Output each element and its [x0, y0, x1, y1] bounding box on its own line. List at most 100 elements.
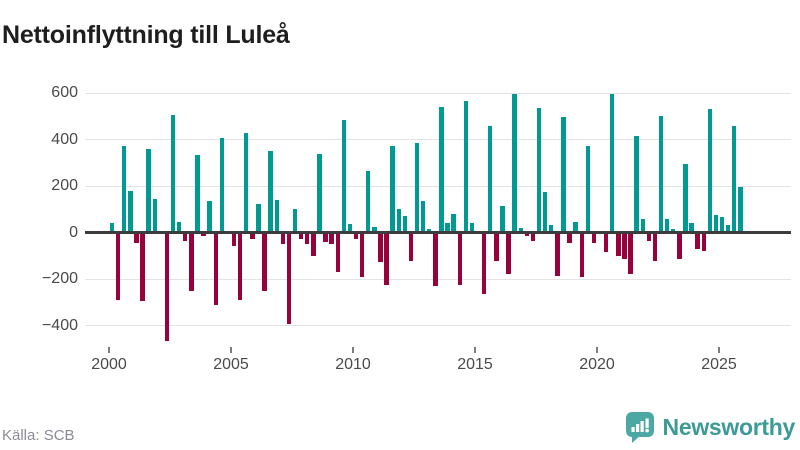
y-axis-label: 0: [69, 223, 78, 241]
data-bar: [244, 132, 249, 233]
data-bar: [366, 170, 371, 233]
data-bar: [311, 232, 316, 256]
data-bar: [695, 232, 700, 249]
y-axis-label: 600: [51, 84, 78, 101]
data-bar: [445, 223, 450, 233]
data-bar: [378, 232, 383, 262]
x-axis-tick: [596, 347, 598, 353]
gridline: [85, 278, 791, 280]
data-bar: [390, 146, 395, 233]
data-bar: [451, 213, 456, 233]
data-bar: [610, 94, 615, 233]
data-bar: [542, 192, 548, 233]
data-bar: [689, 223, 694, 233]
data-bar: [298, 232, 304, 239]
data-bar: [140, 232, 145, 302]
data-bar: [109, 223, 115, 233]
data-bar: [420, 200, 426, 233]
y-axis-label: −200: [41, 270, 78, 287]
gridline: [85, 92, 791, 94]
data-bar: [384, 232, 389, 285]
data-bar: [469, 222, 475, 233]
data-bar: [353, 232, 359, 239]
data-bar: [646, 232, 652, 241]
data-bar: [671, 228, 676, 233]
x-axis-tick: [718, 347, 720, 353]
data-bar: [189, 232, 194, 291]
x-axis-label: 2020: [579, 356, 615, 373]
data-bar: [195, 154, 200, 233]
data-bar: [640, 219, 645, 233]
source-note: Källa: SCB: [2, 427, 75, 444]
x-axis-label: 2005: [213, 356, 249, 373]
gridline: [85, 185, 791, 187]
x-axis-tick: [108, 347, 110, 353]
data-bar: [732, 126, 737, 233]
data-bar: [237, 232, 243, 300]
data-bar: [256, 203, 261, 233]
data-bar: [628, 232, 633, 274]
data-bar: [427, 229, 432, 233]
data-bar: [286, 232, 292, 325]
x-axis-tick: [474, 347, 476, 353]
data-bar: [152, 199, 157, 233]
data-bar: [725, 224, 731, 233]
data-bar: [481, 232, 487, 295]
data-bar: [115, 232, 121, 300]
brand-name: Newsworthy: [662, 414, 796, 440]
page-title: Nettoinflyttning till Luleå: [2, 20, 290, 49]
zero-axis-line: [85, 231, 791, 234]
data-bar: [457, 232, 462, 285]
data-bar: [463, 101, 469, 233]
data-bar: [164, 232, 170, 341]
data-bar: [219, 138, 225, 233]
data-bar: [207, 201, 212, 233]
data-bar: [549, 224, 554, 233]
data-bar: [329, 232, 334, 245]
data-bar: [591, 232, 597, 243]
y-axis-label: −400: [41, 316, 78, 334]
data-bar: [707, 109, 713, 233]
data-bar: [213, 232, 218, 305]
data-bar: [536, 107, 542, 233]
data-bar: [305, 232, 310, 245]
data-bar: [268, 151, 273, 233]
data-bar: [664, 219, 670, 233]
data-bar: [738, 186, 743, 233]
data-bar: [408, 232, 414, 261]
newsworthy-logo-icon: [625, 412, 654, 443]
data-bar: [634, 136, 639, 233]
data-bar: [701, 232, 706, 251]
data-bar: [524, 232, 530, 237]
data-bar: [494, 232, 499, 261]
data-bar: [341, 119, 347, 233]
data-bar: [677, 232, 682, 260]
data-bar: [518, 228, 523, 233]
data-bar: [201, 232, 206, 236]
x-axis-tick: [230, 347, 232, 353]
data-bar: [292, 209, 298, 233]
data-bar: [317, 154, 322, 233]
data-bar: [622, 232, 627, 260]
data-bar: [359, 232, 365, 278]
data-bar: [134, 232, 139, 243]
brand-logo: Newsworthy: [625, 411, 795, 444]
data-bar: [347, 224, 353, 233]
data-bar: [274, 199, 279, 233]
data-bar: [262, 232, 267, 292]
data-bar: [603, 232, 609, 252]
data-bar: [500, 205, 505, 233]
data-bar: [335, 232, 340, 273]
y-axis-label: 200: [51, 177, 78, 194]
data-bar: [396, 209, 401, 233]
data-bar: [439, 106, 444, 233]
data-bar: [372, 227, 377, 233]
y-axis-label: 400: [51, 130, 78, 148]
data-bar: [683, 164, 688, 233]
data-bar: [555, 232, 560, 277]
data-bar: [128, 191, 133, 233]
data-bar: [512, 94, 517, 233]
data-bar: [658, 116, 664, 233]
data-bar: [176, 222, 182, 233]
data-bar: [616, 232, 621, 256]
